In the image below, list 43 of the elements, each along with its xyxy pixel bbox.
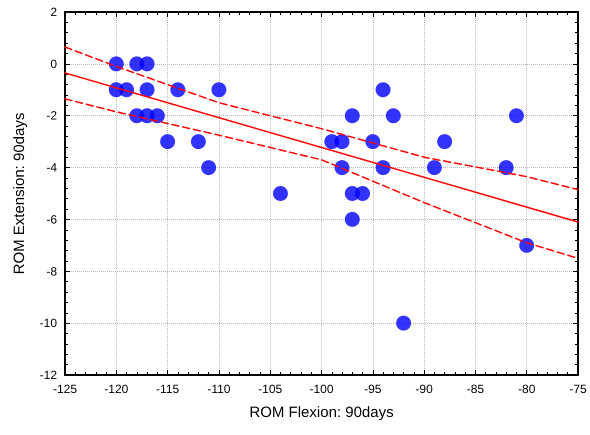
y-tick-label: -4 xyxy=(46,160,58,175)
point xyxy=(344,212,360,227)
point xyxy=(211,82,226,98)
point xyxy=(201,160,216,176)
x-axis-title: ROM Flexion: 90days xyxy=(249,404,394,421)
x-tick-label: -125 xyxy=(52,382,78,396)
line-series xyxy=(64,46,579,190)
point xyxy=(376,82,391,98)
point xyxy=(140,82,155,98)
y-tick-label: -12 xyxy=(40,368,58,382)
point xyxy=(160,134,176,150)
point xyxy=(396,316,412,331)
point xyxy=(150,108,165,124)
point xyxy=(426,160,442,176)
point xyxy=(344,108,360,124)
y-axis-title: ROM Extension: 90days xyxy=(11,112,28,274)
y-tick-label: -10 xyxy=(40,316,58,330)
y-tick-label: -8 xyxy=(46,264,58,278)
y-tick-label: 0 xyxy=(50,56,58,71)
x-tick-label: -95 xyxy=(364,382,382,396)
y-tick-label: 2 xyxy=(50,5,58,19)
x-tick-label: -110 xyxy=(207,382,231,396)
point xyxy=(508,108,524,124)
x-tick-label: -85 xyxy=(466,382,484,396)
x-tick-label: -115 xyxy=(156,382,180,396)
x-tick-label: -75 xyxy=(569,382,587,396)
x-tick-label: -80 xyxy=(518,382,536,396)
x-tick-label: -90 xyxy=(415,382,434,396)
point xyxy=(272,186,288,201)
point xyxy=(334,134,350,150)
x-tick-label: -100 xyxy=(309,382,334,396)
point xyxy=(519,238,534,253)
point xyxy=(140,56,155,72)
point xyxy=(437,134,452,150)
point xyxy=(386,108,401,124)
x-tick-label: -105 xyxy=(258,382,283,396)
point xyxy=(365,134,380,150)
point xyxy=(190,134,206,150)
point xyxy=(498,160,514,176)
y-tick-label: -2 xyxy=(46,108,58,123)
x-tick-label: -120 xyxy=(104,382,129,396)
point xyxy=(355,186,370,201)
y-tick-label: -6 xyxy=(46,212,58,226)
